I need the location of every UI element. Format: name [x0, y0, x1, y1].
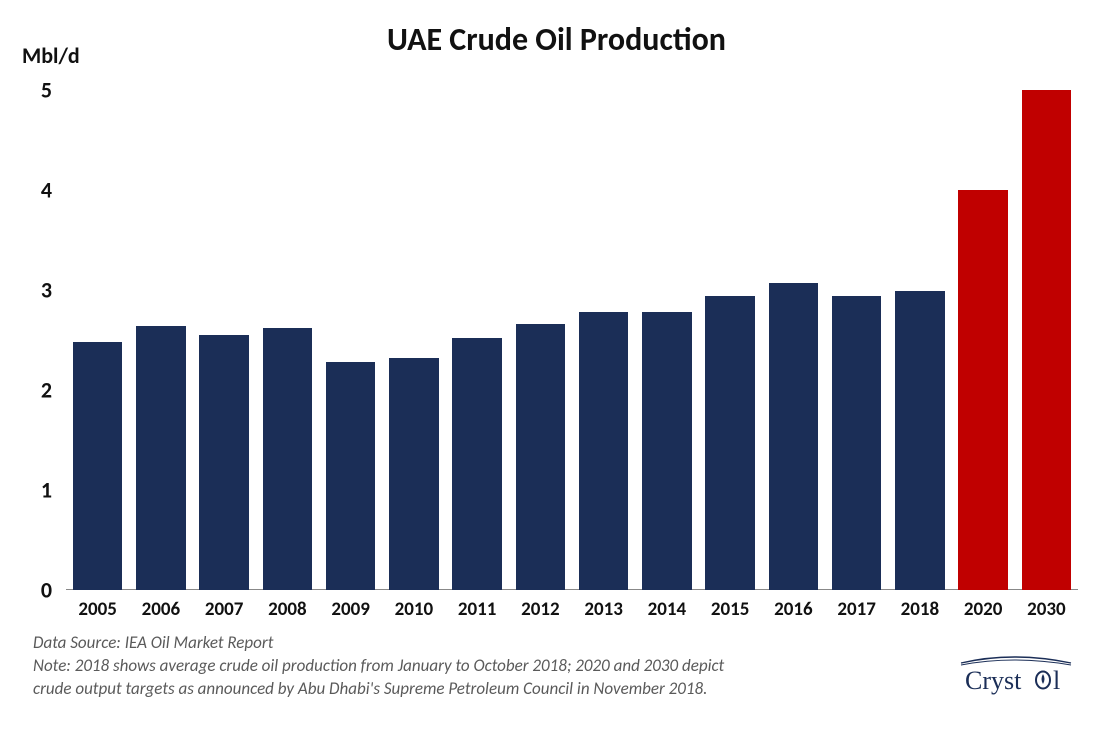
note-line-2: crude output targets as announced by Abu… — [33, 678, 724, 701]
bar — [642, 312, 691, 590]
bars-group — [66, 90, 1078, 590]
x-tick-label: 2005 — [66, 598, 129, 621]
bar — [895, 291, 944, 590]
x-tick-label: 2017 — [825, 598, 888, 621]
plot-area — [66, 90, 1078, 590]
bar — [389, 358, 438, 590]
x-tick-label: 2008 — [256, 598, 319, 621]
x-tick-label: 2020 — [952, 598, 1015, 621]
note-line-1: Note: 2018 shows average crude oil produ… — [33, 655, 724, 678]
bar — [199, 335, 248, 590]
x-axis-labels: 2005200620072008200920102011201220132014… — [66, 598, 1078, 621]
y-tick-label: 5 — [12, 77, 52, 104]
y-tick-label: 2 — [12, 377, 52, 404]
bar — [1022, 90, 1071, 590]
bar — [832, 296, 881, 590]
x-tick-label: 2014 — [635, 598, 698, 621]
bar-slot — [699, 296, 762, 590]
svg-text:Cryst: Cryst — [965, 666, 1022, 695]
x-tick-label: 2030 — [1015, 598, 1078, 621]
y-tick-label: 4 — [12, 177, 52, 204]
bar — [769, 283, 818, 590]
svg-text:l: l — [1053, 666, 1060, 695]
x-tick-label: 2015 — [699, 598, 762, 621]
bar — [452, 338, 501, 590]
bar-slot — [888, 291, 951, 590]
y-tick-label: 1 — [12, 477, 52, 504]
x-tick-label: 2009 — [319, 598, 382, 621]
bar — [73, 342, 122, 590]
bar-slot — [572, 312, 635, 590]
chart-container: UAE Crude Oil Production Mbl/d 200520062… — [0, 0, 1113, 732]
bar — [326, 362, 375, 590]
bar — [263, 328, 312, 590]
bar-slot — [256, 328, 319, 590]
bar-slot — [193, 335, 256, 590]
bar-slot — [635, 312, 698, 590]
x-tick-label: 2011 — [446, 598, 509, 621]
bar-slot — [382, 358, 445, 590]
bar-slot — [825, 296, 888, 590]
x-tick-label: 2018 — [888, 598, 951, 621]
bar-slot — [129, 326, 192, 590]
crystol-logo: Cryst l — [953, 649, 1083, 704]
x-tick-label: 2010 — [382, 598, 445, 621]
x-tick-label: 2016 — [762, 598, 825, 621]
y-tick-label: 0 — [12, 577, 52, 604]
bar — [516, 324, 565, 590]
chart-title: UAE Crude Oil Production — [30, 20, 1083, 59]
bar-slot — [319, 362, 382, 590]
bar-slot — [762, 283, 825, 590]
y-axis-label: Mbl/d — [22, 42, 80, 69]
footer-notes: Data Source: IEA Oil Market Report Note:… — [33, 632, 724, 701]
bar-slot — [509, 324, 572, 590]
data-source-line: Data Source: IEA Oil Market Report — [33, 632, 724, 655]
bar-slot — [952, 190, 1015, 590]
bar-slot — [446, 338, 509, 590]
x-tick-label: 2007 — [193, 598, 256, 621]
bar — [579, 312, 628, 590]
x-tick-label: 2012 — [509, 598, 572, 621]
bar — [136, 326, 185, 590]
x-tick-label: 2013 — [572, 598, 635, 621]
x-tick-label: 2006 — [129, 598, 192, 621]
bar-slot — [66, 342, 129, 590]
bar-slot — [1015, 90, 1078, 590]
y-tick-label: 3 — [12, 277, 52, 304]
bar — [705, 296, 754, 590]
bar — [958, 190, 1007, 590]
